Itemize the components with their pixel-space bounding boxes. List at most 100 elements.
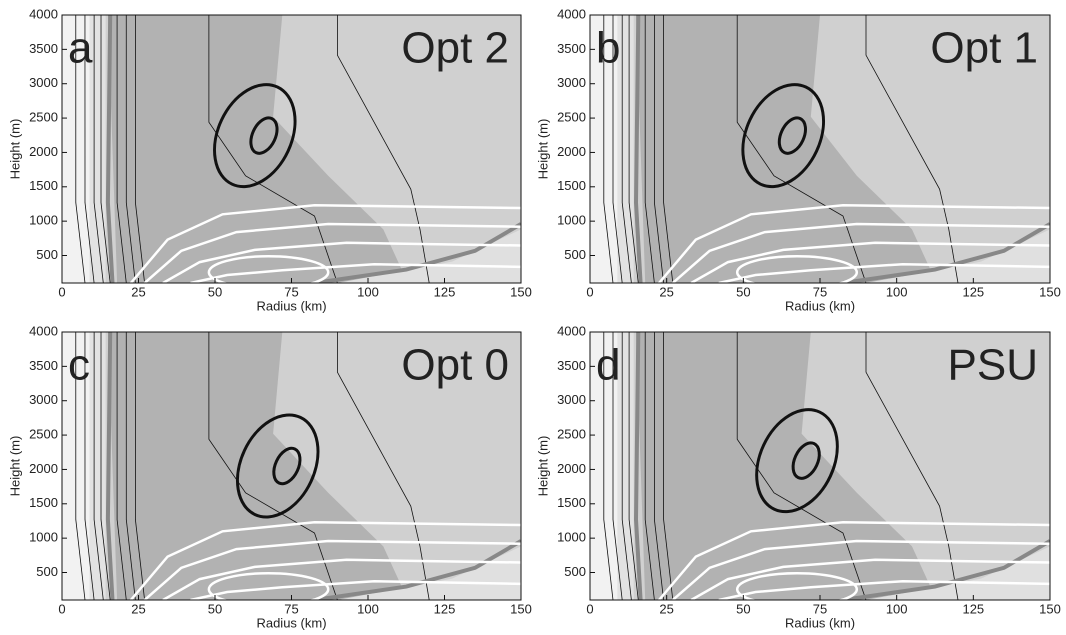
white-contour [735, 571, 859, 600]
gray-contour [633, 15, 643, 283]
thin-contour [116, 15, 127, 283]
thin-contour [603, 15, 614, 283]
y-tick-label: 3500 [29, 41, 58, 56]
plot-area [590, 15, 1050, 283]
y-tick-label: 1000 [557, 213, 586, 228]
thick-contour [235, 413, 320, 519]
y-tick-label: 3000 [557, 392, 586, 407]
y-tick-label: 4000 [29, 6, 58, 21]
y-tick-label: 1000 [557, 530, 586, 545]
gray-contour [842, 222, 1050, 283]
y-tick-label: 2000 [557, 461, 586, 476]
panel-letter: b [596, 24, 620, 73]
y-tick-label: 4000 [557, 323, 586, 338]
x-tick-label: 150 [510, 601, 532, 616]
thin-contour [644, 15, 655, 283]
panel-title: Opt 1 [930, 24, 1038, 73]
y-tick-label: 3000 [29, 392, 58, 407]
y-tick-label: 4000 [557, 6, 586, 21]
x-axis-label: Radius (km) [785, 615, 855, 630]
thin-contour [654, 15, 664, 283]
dark-region [636, 332, 931, 600]
thin-contour [337, 332, 430, 600]
white-contour [671, 222, 1050, 283]
thick-contour [272, 446, 302, 486]
plot-area [62, 332, 521, 600]
y-tick-label: 2000 [29, 144, 58, 159]
thin-contour [654, 332, 664, 600]
y-tick-label: 1500 [557, 178, 586, 193]
thin-contour [93, 15, 104, 283]
y-tick-label: 3000 [557, 75, 586, 90]
y-tick-label: 1500 [557, 495, 586, 510]
y-axis-label: Height (m) [7, 436, 22, 497]
plot-area [590, 332, 1050, 600]
white-contour [658, 521, 1050, 600]
thin-contour [75, 332, 86, 600]
dark-region [636, 15, 931, 283]
thin-contour [208, 15, 338, 283]
y-tick-label: 500 [564, 247, 586, 262]
thin-contour [865, 15, 959, 283]
dark-region [107, 332, 402, 600]
x-axis-label: Radius (km) [256, 298, 326, 313]
y-tick-label: 2500 [557, 110, 586, 125]
x-tick-label: 75 [813, 601, 827, 616]
white-contour [690, 241, 1050, 283]
thin-contour [736, 15, 867, 283]
light-band [89, 332, 106, 600]
plot-area [62, 15, 521, 283]
thin-contour [736, 332, 867, 600]
white-contour [690, 558, 1050, 600]
white-contour [190, 262, 521, 283]
light-band [89, 15, 106, 283]
white-contour [735, 254, 859, 283]
thick-contour [249, 116, 279, 155]
y-tick-label: 2000 [29, 461, 58, 476]
x-tick-label: 0 [586, 601, 593, 616]
white-contour [207, 571, 330, 600]
white-contour [143, 539, 521, 600]
x-tick-label: 125 [434, 601, 456, 616]
thin-contour [865, 332, 959, 600]
lower-right-region [337, 229, 521, 283]
y-axis-label: Height (m) [7, 119, 22, 180]
white-contour [718, 262, 1050, 283]
panel-letter: a [68, 24, 93, 73]
y-tick-label: 500 [36, 247, 58, 262]
x-tick-label: 25 [131, 601, 145, 616]
white-contour [658, 204, 1050, 283]
y-tick-label: 1500 [29, 178, 58, 193]
thick-contour [755, 408, 839, 514]
x-tick-label: 125 [962, 601, 984, 616]
y-axis-label: Height (m) [535, 119, 550, 180]
y-tick-label: 4000 [29, 323, 58, 338]
thin-contour [84, 15, 95, 283]
x-tick-label: 100 [886, 601, 908, 616]
thin-contour [125, 15, 136, 283]
thin-contour [75, 15, 86, 283]
x-axis-label: Radius (km) [256, 615, 326, 630]
y-tick-label: 2500 [557, 427, 586, 442]
panel-title: Opt 0 [401, 341, 509, 390]
thick-contour [213, 83, 297, 189]
thin-contour [663, 15, 674, 283]
gray-contour [314, 222, 521, 283]
thin-contour [628, 15, 639, 283]
thin-contour [621, 332, 632, 600]
y-tick-label: 3500 [29, 358, 58, 373]
y-tick-label: 3500 [557, 41, 586, 56]
x-tick-label: 75 [284, 601, 298, 616]
x-tick-label: 25 [659, 601, 673, 616]
thin-contour [663, 332, 674, 600]
panel-title: PSU [948, 341, 1038, 390]
panel-letter: c [68, 341, 90, 390]
y-tick-label: 1000 [29, 530, 58, 545]
x-tick-label: 0 [58, 601, 65, 616]
gray-contour [314, 539, 521, 600]
thin-contour [337, 15, 430, 283]
y-tick-label: 2000 [557, 144, 586, 159]
thin-contour [100, 15, 111, 283]
x-tick-label: 150 [1039, 601, 1061, 616]
x-tick-label: 75 [813, 284, 827, 299]
